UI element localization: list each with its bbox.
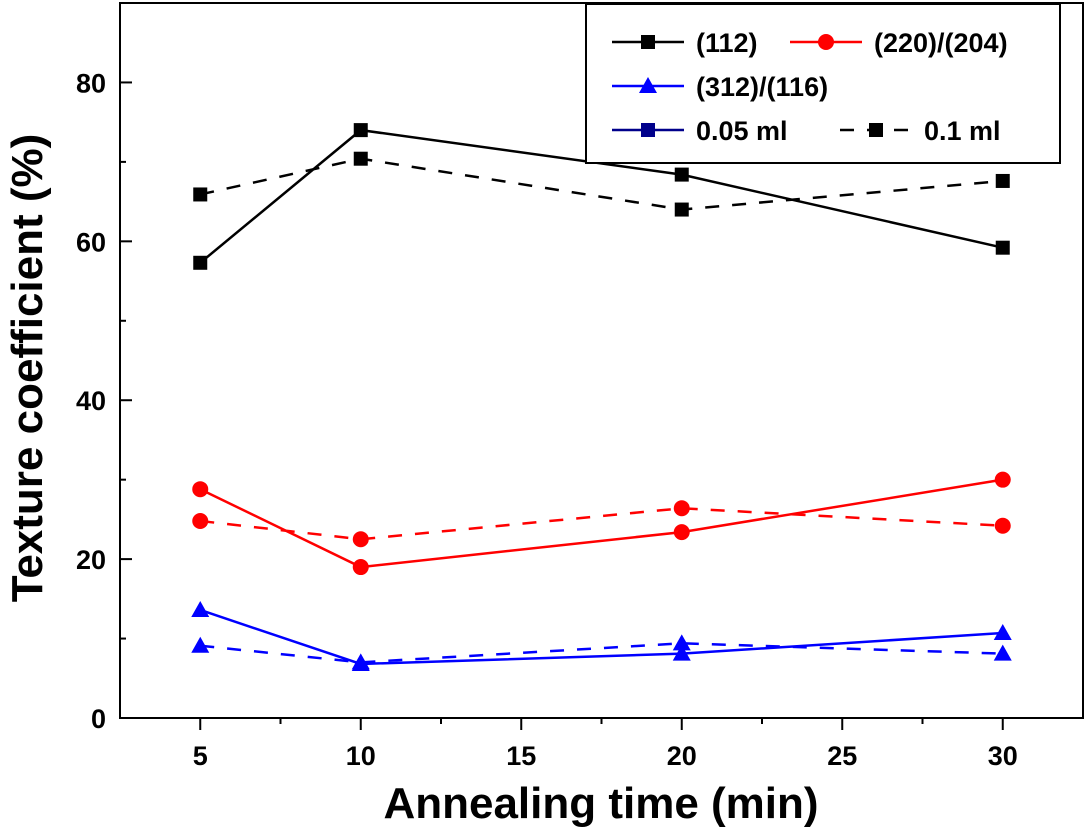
series--112--0-1-ml [193, 151, 1010, 217]
data-point [995, 240, 1010, 255]
data-point [193, 255, 208, 270]
data-point [672, 634, 691, 651]
legend-label: (312)/(116) [696, 72, 828, 102]
y-tick-label: 20 [76, 545, 106, 575]
series-line [200, 642, 1003, 664]
series-line [199, 128, 1004, 264]
data-point [352, 531, 369, 548]
series--112--0-05-ml [193, 123, 1010, 270]
y-tick-label: 60 [76, 227, 106, 257]
legend-item: (220)/(204) [790, 28, 1008, 58]
series-layer [191, 123, 1012, 671]
data-point [352, 559, 369, 576]
legend-label: 0.1 ml [924, 116, 1001, 146]
data-point [193, 187, 208, 202]
axes: 0 20 40 60 80 5 10 15 20 25 30 [76, 68, 1018, 771]
x-tick-label: 15 [506, 741, 536, 771]
legend-item: (312)/(116) [612, 72, 828, 102]
x-tick-label: 25 [827, 741, 857, 771]
legend-label: (220)/(204) [874, 28, 1008, 58]
data-point [191, 600, 210, 617]
legend-marker [641, 35, 655, 49]
legend-label: (112) [696, 28, 758, 58]
series--312-116--0-1-ml [191, 634, 1012, 670]
data-point [674, 167, 689, 182]
legend: (112) (220)/(204) (312)/(116) 0.05 ml 0.1 ml [585, 3, 1061, 164]
legend-marker [641, 123, 655, 137]
series-line [199, 608, 1003, 666]
legend-marker [639, 77, 657, 93]
legend-item: (112) [612, 28, 758, 58]
legend-item: 0.05 ml [612, 116, 788, 146]
y-tick-label: 0 [91, 704, 106, 734]
series-line [199, 478, 1003, 569]
y-axis-title: Texture coefficient (%) [3, 134, 52, 603]
x-tick-label: 30 [988, 741, 1018, 771]
data-point [353, 151, 368, 166]
x-axis-title: Annealing time (min) [383, 779, 818, 828]
x-tick-label: 5 [193, 741, 208, 771]
data-point [674, 202, 689, 217]
x-tick-label: 10 [346, 741, 376, 771]
data-point [993, 644, 1012, 661]
data-point [994, 471, 1011, 488]
series-line [200, 507, 1003, 541]
data-point [351, 653, 370, 670]
series--220-204--0-05-ml [192, 471, 1011, 576]
series-line [199, 157, 1003, 211]
data-point [192, 481, 209, 498]
x-tick-label: 20 [667, 741, 697, 771]
data-point [192, 512, 209, 529]
y-tick-label: 80 [76, 68, 106, 98]
legend-marker [869, 123, 883, 137]
legend-label: 0.05 ml [696, 116, 788, 146]
data-point [191, 636, 210, 653]
data-point [673, 500, 690, 517]
data-point [673, 524, 690, 541]
legend-box [585, 3, 1061, 164]
legend-marker [818, 34, 834, 50]
series--312-116--0-05-ml [191, 600, 1012, 671]
data-point [995, 173, 1010, 188]
data-point [993, 623, 1012, 640]
series--220-204--0-1-ml [192, 500, 1011, 548]
data-point [353, 123, 368, 138]
data-point [672, 644, 691, 661]
data-point [994, 517, 1011, 534]
legend-item: 0.1 ml [840, 116, 1001, 146]
y-tick-label: 40 [76, 386, 106, 416]
